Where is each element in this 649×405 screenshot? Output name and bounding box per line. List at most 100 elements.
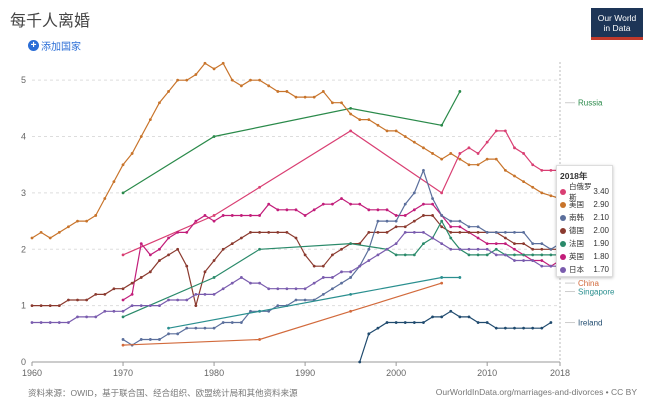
data-point (57, 230, 61, 234)
series-line[interactable] (122, 219, 560, 318)
data-point (422, 168, 425, 172)
data-point (48, 304, 52, 308)
data-point (522, 253, 525, 257)
add-country-button[interactable]: + 添加国家 (28, 38, 81, 53)
series-line[interactable] (122, 282, 442, 346)
data-point (294, 236, 298, 240)
data-point (412, 208, 416, 212)
data-point (85, 315, 89, 319)
data-point (531, 185, 535, 189)
series-line[interactable] (359, 310, 552, 363)
data-point (476, 230, 480, 234)
data-point (403, 321, 407, 324)
data-point (230, 214, 234, 217)
data-point (467, 230, 471, 234)
data-point (121, 315, 125, 319)
tooltip-series-value: 2.10 (593, 213, 609, 222)
data-point (312, 208, 316, 212)
data-point (349, 106, 353, 110)
data-point (148, 338, 152, 341)
tooltip-row: 白俄罗斯 3.40 (560, 182, 609, 202)
tooltip-series-name: 南韩 (569, 213, 584, 222)
data-point (522, 180, 525, 184)
data-point (549, 168, 553, 172)
y-tick-label: 2 (21, 244, 26, 254)
series-line[interactable] (122, 91, 461, 194)
owid-logo[interactable]: Our World in Data (591, 8, 643, 40)
data-point (321, 292, 325, 296)
tooltip-row: 美国 2.90 (560, 198, 609, 211)
x-tick-label: 1960 (22, 368, 42, 378)
data-point (176, 78, 180, 82)
data-point (513, 326, 516, 330)
tooltip-series-name: 白俄罗斯 (569, 181, 592, 202)
data-point (540, 242, 544, 246)
data-point (148, 304, 152, 308)
series-lines (30, 61, 564, 364)
x-tick-label: 2000 (386, 368, 406, 378)
data-point (167, 332, 170, 336)
data-point (513, 253, 516, 257)
data-point (194, 219, 198, 223)
tooltip-row: 英国 1.80 (560, 250, 609, 263)
data-point (449, 219, 453, 223)
tooltip-row: 南韩 2.10 (560, 211, 609, 224)
data-point (449, 309, 453, 313)
data-point (467, 315, 471, 319)
data-point (39, 321, 43, 324)
data-point (349, 309, 353, 313)
data-point (203, 214, 207, 217)
data-point (458, 219, 462, 223)
series-end-label: China (578, 279, 599, 288)
tooltip-series-value: 1.70 (593, 265, 609, 274)
data-point (412, 140, 416, 144)
data-point (385, 321, 389, 324)
data-point (422, 146, 425, 150)
series-line[interactable] (32, 231, 560, 324)
data-point (176, 230, 180, 234)
data-point (412, 191, 416, 195)
data-point (239, 214, 243, 217)
data-point (121, 298, 125, 302)
data-point (203, 326, 207, 330)
data-point (221, 287, 225, 291)
data-point (412, 219, 416, 223)
data-point (294, 287, 298, 291)
data-point (412, 321, 416, 324)
data-point (440, 242, 444, 246)
data-point (503, 253, 507, 257)
data-point (331, 287, 334, 291)
tooltip-series-value: 2.00 (593, 226, 609, 235)
logo-line-1: Our World (597, 13, 637, 23)
data-point (258, 230, 261, 234)
data-point (185, 264, 189, 268)
data-point (358, 264, 362, 268)
data-point (440, 191, 444, 195)
data-point (494, 247, 498, 251)
data-point (148, 270, 152, 274)
data-point (513, 174, 516, 178)
data-point (522, 230, 525, 234)
source-url[interactable]: OurWorldInData.org/marriages-and-divorce… (435, 387, 637, 397)
logo-line-2: in Data (603, 23, 631, 33)
series-line[interactable] (168, 276, 460, 329)
data-point (176, 247, 180, 251)
data-point (431, 152, 434, 155)
data-point (303, 287, 307, 291)
data-point (376, 326, 380, 330)
data-point (540, 247, 544, 251)
data-point (349, 276, 353, 279)
data-point (367, 247, 371, 251)
legend-dot-icon (560, 266, 566, 273)
data-point (121, 163, 125, 167)
data-point (285, 208, 289, 212)
data-point (221, 214, 225, 217)
data-point (503, 326, 507, 330)
series-line[interactable] (122, 168, 561, 346)
data-point (103, 309, 107, 313)
data-point (303, 298, 307, 302)
data-point (103, 292, 107, 296)
data-point (285, 90, 289, 93)
data-point (476, 321, 480, 324)
